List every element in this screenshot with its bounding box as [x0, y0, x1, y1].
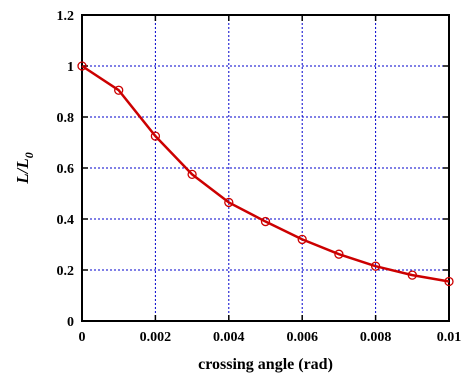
x-tick-label: 0.006: [286, 330, 318, 345]
x-tick-label: 0.008: [360, 330, 392, 345]
data-point: [260, 216, 271, 227]
y-tick-label: 0.2: [57, 264, 75, 279]
data-point: [187, 169, 197, 180]
y-tick-label: 0.8: [57, 111, 75, 126]
y-axis-label-group: L/L0: [13, 152, 36, 185]
data-point: [334, 249, 344, 259]
x-tick-label: 0.002: [140, 330, 172, 345]
y-tick-label: 1: [67, 60, 74, 75]
data-point: [297, 234, 307, 245]
y-axis-label: L/L0: [13, 152, 36, 185]
plot-frame: [81, 14, 450, 322]
y-tick-label: 0.6: [57, 162, 75, 177]
y-axis-label-main: L/L: [13, 158, 32, 185]
x-tick-label: 0.004: [213, 330, 245, 345]
y-axis-label-subscript: 0: [22, 152, 36, 158]
series-line: [81, 64, 450, 283]
series-layer: [77, 61, 454, 287]
y-tick-label: 1.2: [57, 9, 75, 24]
y-tick-label: 0: [67, 315, 74, 330]
data-point: [407, 270, 417, 280]
x-tick-label: 0: [79, 330, 86, 345]
data-point: [370, 261, 381, 271]
data-point: [224, 197, 234, 208]
y-tick-labels: 0 0.2 0.4 0.6 0.8 1 1.2: [57, 9, 75, 330]
x-axis-label: crossing angle (rad): [198, 356, 333, 373]
data-point: [444, 276, 454, 287]
data-point: [114, 85, 124, 95]
data-point: [150, 131, 161, 141]
tick-marks: [81, 14, 450, 322]
x-tick-labels: 0 0.002 0.004 0.006 0.008 0.01: [79, 330, 462, 345]
y-tick-label: 0.4: [57, 213, 75, 228]
x-tick-label: 0.01: [437, 330, 462, 345]
grid-lines: [82, 15, 449, 321]
data-point: [77, 61, 87, 71]
